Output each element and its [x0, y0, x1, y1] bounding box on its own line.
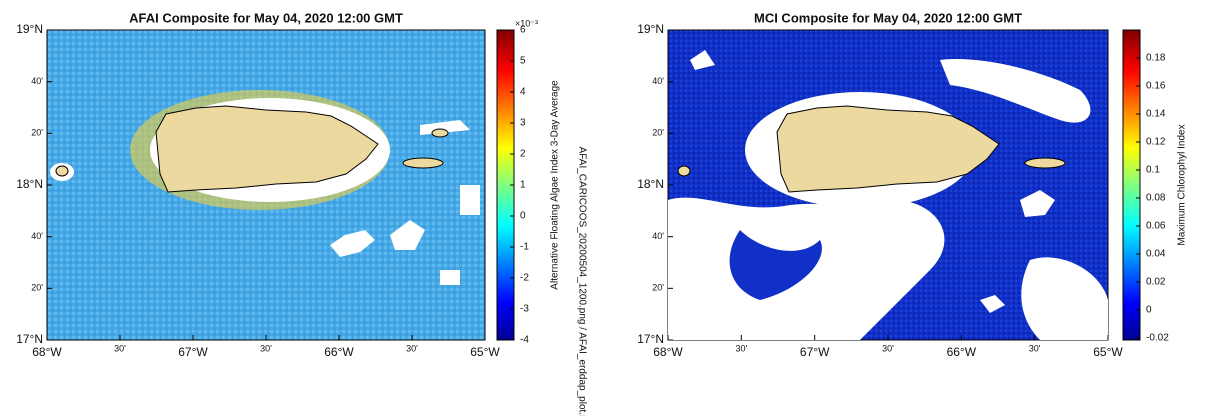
colorbar-tick-label: 0.18	[1146, 53, 1166, 64]
colorbar-tick-label: 6	[520, 25, 526, 36]
lon-label: 66°W	[324, 345, 354, 359]
panel-title: AFAI Composite for May 04, 2020 12:00 GM…	[129, 10, 403, 25]
colorbar-tick-label: -0.02	[1146, 333, 1169, 344]
colorbar-tick-label: 4	[520, 87, 526, 98]
lat-label: 40'	[652, 76, 664, 86]
colorbar-tick-label: 0.04	[1146, 249, 1166, 260]
lat-label: 40'	[31, 76, 43, 86]
lat-label: 18°N	[16, 177, 43, 191]
lat-label: 19°N	[637, 22, 664, 36]
lon-label: 68°W	[32, 345, 62, 359]
mci-map	[667, 29, 1109, 341]
colorbar-tick-label: 1	[520, 180, 526, 191]
lon-label: 67°W	[800, 345, 830, 359]
colorbar-label: Maximum Chlorophyl Index	[1177, 124, 1188, 245]
file-note: AFAI_CARICOOS_20200504_1200.png / AFAI_e…	[576, 147, 587, 416]
lon-label: 66°W	[947, 345, 977, 359]
colorbar-label: Alternative Floating Algae Index 3-Day A…	[550, 80, 561, 290]
lat-label: 40'	[31, 231, 43, 241]
colorbar-tick-label: -1	[520, 242, 529, 253]
colorbar-tick-label: 5	[520, 56, 526, 67]
colorbar-tick-label: 2	[520, 149, 526, 160]
colorbar-tick-label: 0.08	[1146, 193, 1166, 204]
colorbar-tick-label: -4	[520, 335, 529, 346]
lat-label: 40'	[652, 231, 664, 241]
lat-label: 20'	[652, 128, 664, 138]
lat-label: 19°N	[16, 22, 43, 36]
afai-map	[46, 29, 486, 341]
lon-label: 30'	[406, 343, 418, 353]
colorbar-tick-label: -3	[520, 304, 529, 315]
lat-label: 20'	[31, 128, 43, 138]
lon-label: 30'	[260, 343, 272, 353]
colorbar-tick-label: 0.1	[1146, 165, 1160, 176]
colorbar-tick-label: 0.06	[1146, 221, 1166, 232]
lat-label: 20'	[652, 283, 664, 293]
lon-label: 30'	[882, 343, 894, 353]
lon-label: 65°W	[470, 345, 500, 359]
colorbar-tick-label: 0.12	[1146, 137, 1166, 148]
colorbar-tick-label: -2	[520, 273, 529, 284]
lon-label: 30'	[735, 343, 747, 353]
colorbar-tick-label: 0.14	[1146, 109, 1166, 120]
lat-label: 17°N	[16, 332, 43, 346]
colorbar-tick-label: 0	[520, 211, 526, 222]
colorbar-tick-label: 0.02	[1146, 277, 1166, 288]
lon-label: 67°W	[178, 345, 208, 359]
colorbar	[1122, 29, 1141, 341]
lat-label: 17°N	[637, 332, 664, 346]
colorbar-exponent: ×10⁻³	[515, 18, 538, 28]
colorbar-tick-label: 0.16	[1146, 81, 1166, 92]
lat-label: 18°N	[637, 177, 664, 191]
lon-label: 65°W	[1093, 345, 1123, 359]
panel-title: MCI Composite for May 04, 2020 12:00 GMT	[754, 10, 1022, 25]
lon-label: 30'	[114, 343, 126, 353]
lon-label: 68°W	[653, 345, 683, 359]
lon-label: 30'	[1029, 343, 1041, 353]
colorbar-tick-label: 3	[520, 118, 526, 129]
lat-label: 20'	[31, 283, 43, 293]
colorbar-tick-label: 0	[1146, 305, 1152, 316]
